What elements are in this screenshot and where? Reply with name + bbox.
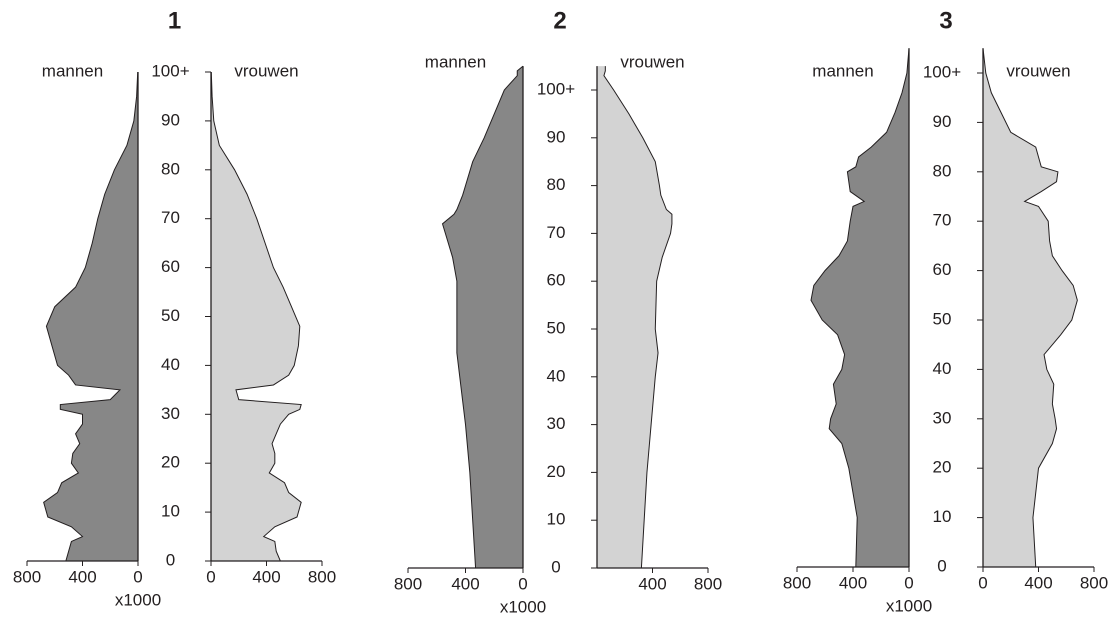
y-tick-label: 70 [161,208,180,227]
series-label: mannen [42,61,103,80]
y-tick-label: 100+ [151,61,189,80]
x-tick-label: 800 [783,573,811,592]
y-tick-label: 80 [933,161,952,180]
y-tick-label: 20 [547,462,566,481]
area-outline [982,48,1078,568]
x-tick-label: 400 [1024,573,1052,592]
x-tick-label: 400 [839,573,867,592]
area-outline [810,48,910,568]
y-tick-label: 70 [933,211,952,230]
y-tick-label: 40 [933,359,952,378]
area-fill [597,66,672,568]
y-tick-label: 50 [933,309,952,328]
y-tick-label: 50 [547,318,566,337]
y-tick-label: 30 [933,408,952,427]
area-fill [442,66,523,568]
y-tick-label: 10 [933,507,952,526]
y-tick-label: 80 [161,159,180,178]
y-tick-label: 40 [161,355,180,374]
area-outline [43,71,139,562]
chart-title: 3 [939,7,952,34]
y-tick-label: 10 [547,510,566,529]
y-tick-label: 90 [933,112,952,131]
y-tick-label: 20 [933,458,952,477]
area-fill [43,72,138,561]
y-tick-label: 0 [937,556,946,575]
x-tick-label: 800 [394,574,422,593]
x-tick-label: 400 [252,567,280,586]
y-tick-label: 30 [547,414,566,433]
y-tick-label: 60 [547,271,566,290]
y-tick-label: 10 [161,502,180,521]
y-tick-label: 0 [551,557,560,576]
x-tick-label: 0 [133,567,142,586]
x-tick-label: 800 [694,574,722,593]
y-tick-label: 100+ [923,62,961,81]
y-tick-label: 0 [166,550,175,569]
series-label: mannen [812,61,873,80]
x-axis-unit: x1000 [886,596,932,615]
x-tick-label: 800 [308,567,336,586]
area-fill [811,48,909,568]
y-tick-label: 60 [161,257,180,276]
x-tick-label: 400 [451,574,479,593]
x-tick-label: 800 [1080,573,1108,592]
x-tick-label: 400 [638,574,666,593]
x-tick-label: 0 [518,574,527,593]
chart-title: 2 [553,7,566,34]
area-outline [441,65,524,569]
y-tick-label: 60 [933,260,952,279]
x-axis-unit: x1000 [500,597,546,616]
x-tick-label: 800 [13,567,41,586]
series-label: mannen [425,52,486,71]
series-label: vrouwen [234,61,298,80]
x-tick-label: 0 [978,573,987,592]
y-tick-label: 80 [547,175,566,194]
x-tick-label: 400 [68,567,96,586]
x-tick-label: 0 [904,573,913,592]
x-tick-label: 0 [206,567,215,586]
area-fill [983,48,1078,568]
area-outline [603,66,673,569]
x-axis-unit: x1000 [115,590,161,609]
chart-title: 1 [168,7,181,34]
y-tick-label: 40 [547,366,566,385]
y-tick-label: 20 [161,453,180,472]
y-tick-label: 70 [547,223,566,242]
y-tick-label: 50 [161,306,180,325]
series-label: vrouwen [620,52,684,71]
area-fill [211,72,302,561]
y-tick-label: 90 [547,127,566,146]
y-tick-label: 30 [161,404,180,423]
area-outline [210,71,302,562]
y-tick-label: 90 [161,110,180,129]
series-label: vrouwen [1006,61,1070,80]
y-tick-label: 100+ [537,79,575,98]
